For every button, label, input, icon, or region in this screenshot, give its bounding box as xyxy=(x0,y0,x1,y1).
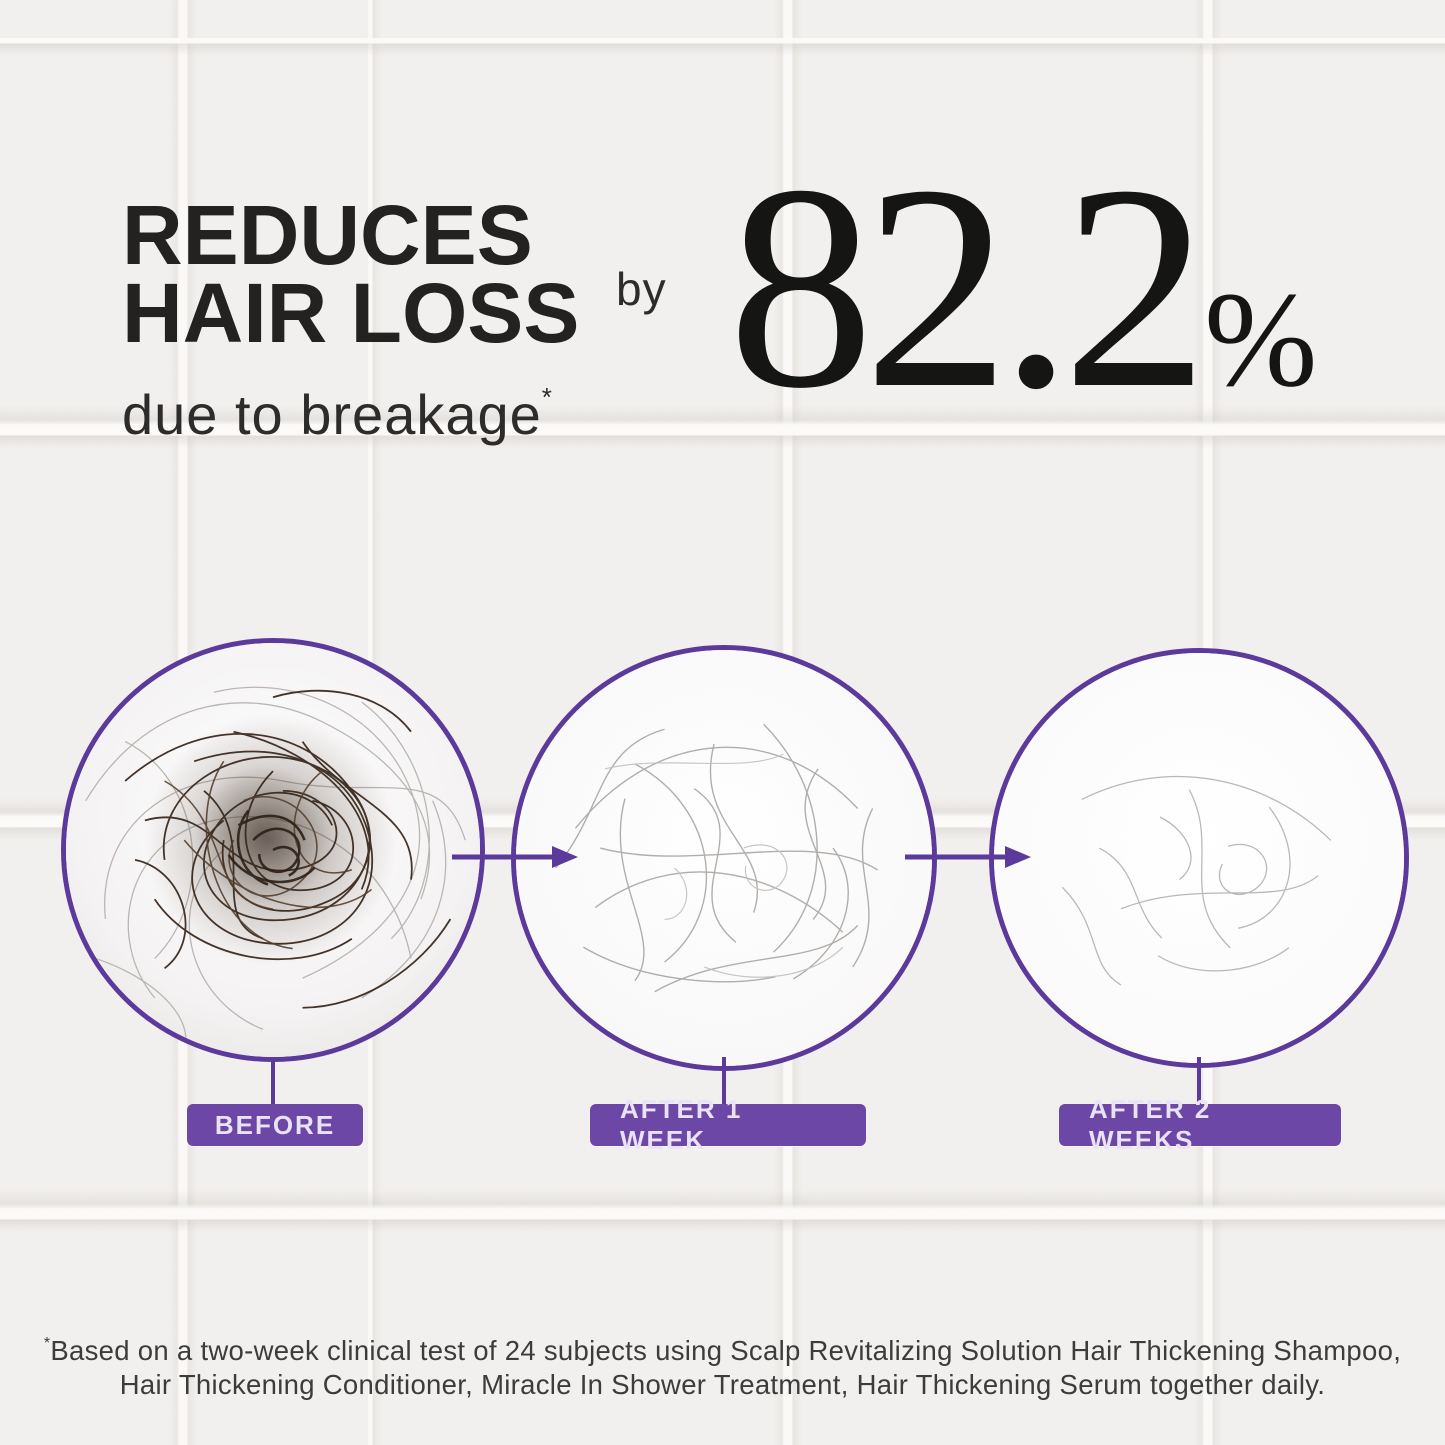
hair-clump-dense-illustration xyxy=(66,643,480,1057)
headline-line2: HAIR LOSS xyxy=(122,266,580,361)
hair-strands-medium-illustration xyxy=(516,650,932,1066)
connector-line xyxy=(271,1057,275,1107)
hair-strands-sparse-illustration xyxy=(994,653,1404,1063)
percent-sign: % xyxy=(1204,265,1318,415)
photo-circle-after-2-weeks xyxy=(989,648,1409,1068)
stage-badge-after-2-weeks: AFTER 2 WEEKS xyxy=(1059,1094,1341,1155)
arrow-right-icon xyxy=(905,846,1031,868)
footnote-line2: Hair Thickening Conditioner, Miracle In … xyxy=(119,1368,1326,1400)
connector-line xyxy=(722,1057,726,1107)
arrow-right-icon xyxy=(452,846,578,868)
photo-circle-after-1-week xyxy=(511,645,937,1071)
photo-circle-before xyxy=(61,638,485,1062)
footnote: *Based on a two-week clinical test of 24… xyxy=(0,1334,1445,1401)
stage-badge-after-1-week: AFTER 1 WEEK xyxy=(590,1094,866,1155)
headline-subline: due to breakage* xyxy=(122,382,553,447)
headline-line1: REDUCES xyxy=(122,188,533,282)
stage-badge-before: BEFORE xyxy=(187,1104,363,1146)
stat-number: 82.2 xyxy=(728,126,1208,449)
connector-line xyxy=(1197,1057,1201,1107)
stat-value: 82.2% xyxy=(728,142,1317,434)
stat-prefix: by xyxy=(616,263,667,315)
footnote-line1: *Based on a two-week clinical test of 24… xyxy=(43,1335,1402,1366)
footnote-asterisk: * xyxy=(43,1335,51,1352)
footnote-marker: * xyxy=(541,382,553,413)
headline: REDUCES HAIR LOSS due to breakage* xyxy=(122,188,580,447)
